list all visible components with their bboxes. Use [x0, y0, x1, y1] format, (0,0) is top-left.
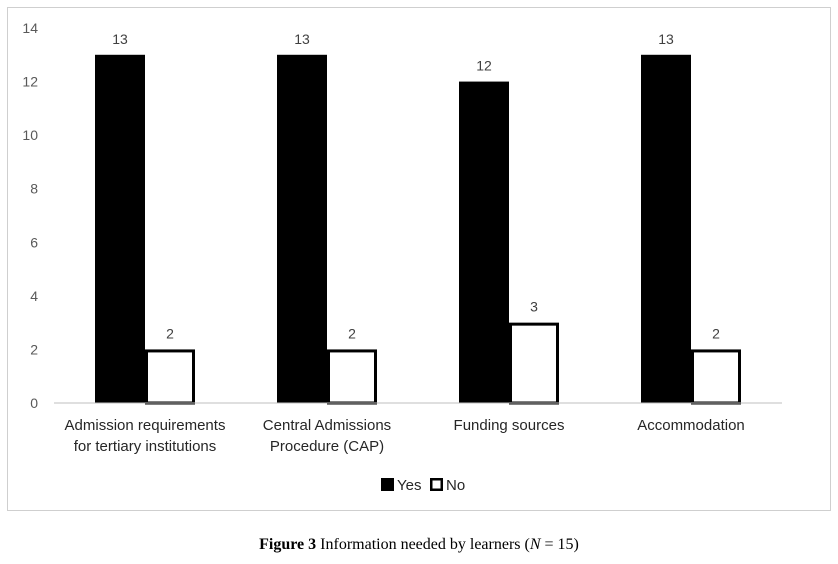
legend-label-no: No: [446, 477, 465, 494]
y-tick-label: 14: [22, 20, 38, 36]
data-label-yes: 13: [112, 31, 128, 47]
bar-chart: 0 2 4 6 8 10 12 14 13 2 13 2 12 3 13 2 Admission requi…: [22, 20, 782, 494]
y-tick-label: 0: [30, 395, 38, 411]
legend: Yes No: [381, 477, 465, 494]
data-label-no: 3: [530, 299, 538, 315]
bar-no: [509, 322, 559, 405]
y-tick-label: 4: [30, 288, 38, 304]
data-label-no: 2: [348, 325, 356, 341]
bar-yes: [95, 54, 145, 404]
y-tick-label: 8: [30, 181, 38, 197]
data-label-yes: 13: [658, 31, 674, 47]
x-axis: Admission requirements for tertiary insti…: [54, 402, 782, 455]
bar-no: [327, 349, 377, 405]
data-label-yes: 12: [476, 58, 492, 74]
caption-variable: N: [529, 536, 541, 553]
caption-text-before: Information needed by learners (: [316, 536, 530, 553]
figure-caption: Figure 3 Information needed by learners …: [0, 536, 838, 554]
legend-swatch-no: [430, 478, 443, 491]
data-label-yes: 13: [294, 31, 310, 47]
x-category-label: for tertiary institutions: [74, 438, 217, 455]
x-category-label: Admission requirements: [65, 417, 226, 434]
y-axis: 0 2 4 6 8 10 12 14: [22, 20, 38, 411]
y-tick-label: 12: [22, 74, 38, 90]
x-category-label: Central Admissions: [263, 417, 391, 434]
x-category-label: Procedure (CAP): [270, 438, 384, 455]
x-category-label: Accommodation: [637, 417, 745, 434]
caption-text-after: = 15): [540, 536, 579, 553]
legend-label-yes: Yes: [397, 477, 421, 494]
y-tick-label: 10: [22, 127, 38, 143]
bars-group: [95, 54, 741, 405]
caption-label: Figure 3: [259, 536, 317, 553]
data-label-no: 2: [166, 325, 174, 341]
bar-no: [691, 349, 741, 405]
legend-swatch-yes: [381, 478, 394, 491]
y-tick-label: 6: [30, 234, 38, 250]
x-category-label: Funding sources: [454, 417, 565, 434]
chart-frame: [7, 7, 831, 511]
bar-yes: [641, 54, 691, 404]
bar-yes: [459, 81, 509, 404]
data-label-no: 2: [712, 325, 720, 341]
y-tick-label: 2: [30, 341, 38, 357]
data-labels-group: 13 2 13 2 12 3 13 2: [112, 31, 720, 342]
bar-no: [145, 349, 195, 405]
bar-yes: [277, 54, 327, 404]
